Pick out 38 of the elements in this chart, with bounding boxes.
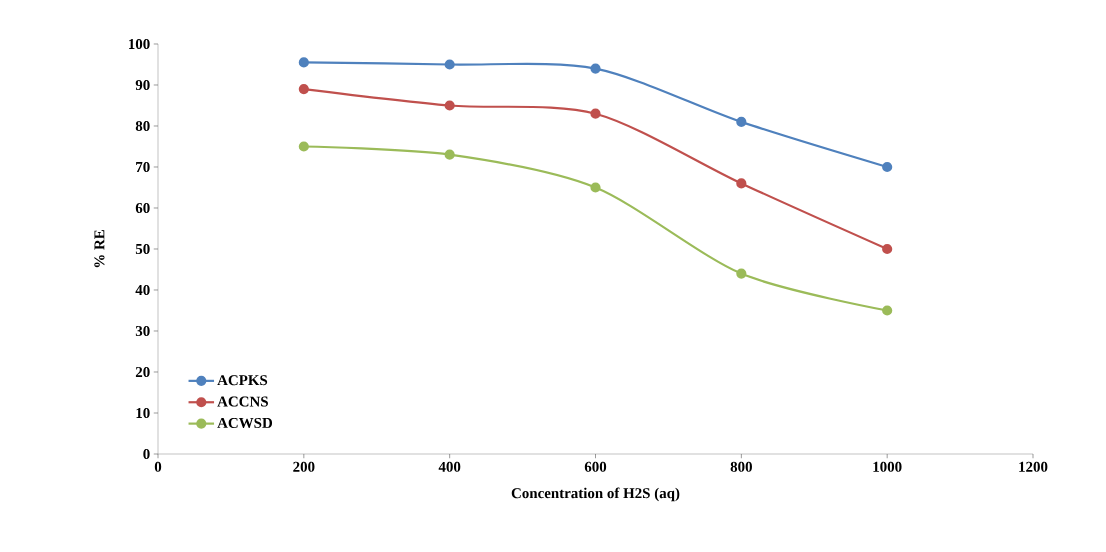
point bbox=[444, 149, 455, 160]
x-tick-label: 1200 bbox=[1019, 461, 1048, 472]
point bbox=[298, 83, 309, 95]
point bbox=[444, 100, 455, 111]
point bbox=[590, 182, 601, 193]
point bbox=[882, 161, 893, 173]
y-axis-title: % RE bbox=[94, 230, 105, 268]
x-tick-label: 800 bbox=[730, 461, 752, 472]
point bbox=[882, 243, 893, 255]
x-tick-label: 400 bbox=[438, 461, 461, 472]
legend-label: ACWSD bbox=[217, 417, 273, 429]
x-axis-title: Concentration of H2S (aq) bbox=[511, 487, 680, 502]
point bbox=[298, 57, 309, 68]
y-tick-label: 90 bbox=[135, 79, 150, 91]
legend-label: ACCNS bbox=[217, 396, 268, 407]
y-tick-label: 40 bbox=[135, 284, 150, 296]
x-tick-label: 1000 bbox=[873, 461, 902, 472]
x-tick-label: 600 bbox=[584, 461, 607, 472]
y-tick-label: 80 bbox=[135, 120, 150, 132]
y-tick-label: 60 bbox=[135, 202, 150, 214]
legend-label: ACPKS bbox=[217, 375, 268, 386]
y-tick-label: 0 bbox=[143, 448, 150, 460]
x-tick-label: 0 bbox=[154, 461, 162, 472]
point bbox=[736, 116, 747, 127]
y-tick-label: 50 bbox=[135, 243, 150, 255]
y-tick-label: 10 bbox=[136, 407, 150, 419]
y-tick-label: 30 bbox=[135, 325, 150, 337]
point bbox=[590, 108, 601, 119]
point bbox=[444, 59, 455, 70]
point bbox=[882, 305, 893, 316]
y-tick-label: 70 bbox=[136, 161, 150, 173]
point bbox=[298, 141, 309, 152]
point bbox=[736, 178, 747, 189]
point bbox=[590, 63, 601, 74]
x-tick-label: 200 bbox=[293, 461, 315, 472]
y-tick-label: 100 bbox=[129, 38, 150, 50]
point bbox=[736, 268, 747, 279]
y-tick-label: 20 bbox=[135, 366, 150, 378]
